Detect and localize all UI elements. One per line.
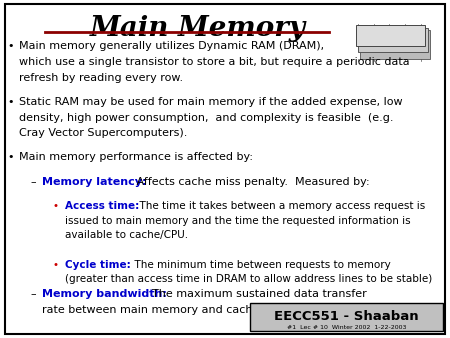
Text: The time it takes between a memory access request is: The time it takes between a memory acces… <box>133 201 426 211</box>
Text: #1  Lec # 10  Winter 2002  1-22-2003: #1 Lec # 10 Winter 2002 1-22-2003 <box>287 325 406 330</box>
Text: •: • <box>7 97 14 107</box>
Text: Access time:: Access time: <box>65 201 140 211</box>
Text: •: • <box>7 41 14 51</box>
Text: refresh by reading every row.: refresh by reading every row. <box>19 73 183 83</box>
FancyBboxPatch shape <box>360 30 430 59</box>
Text: •: • <box>7 152 14 162</box>
Text: –: – <box>31 289 36 299</box>
Text: (greater than access time in DRAM to allow address lines to be stable): (greater than access time in DRAM to all… <box>65 274 432 284</box>
Text: available to cache/CPU.: available to cache/CPU. <box>65 230 189 240</box>
Text: Affects cache miss penalty.  Measured by:: Affects cache miss penalty. Measured by: <box>133 177 369 187</box>
FancyBboxPatch shape <box>358 28 427 52</box>
Text: Memory bandwidth:: Memory bandwidth: <box>42 289 166 299</box>
Text: Memory latency:: Memory latency: <box>42 177 146 187</box>
FancyBboxPatch shape <box>5 4 445 334</box>
Text: issued to main memory and the time the requested information is: issued to main memory and the time the r… <box>65 216 411 226</box>
FancyBboxPatch shape <box>356 25 425 46</box>
Text: Main memory performance is affected by:: Main memory performance is affected by: <box>19 152 253 162</box>
Text: density, high power consumption,  and complexity is feasible  (e.g.: density, high power consumption, and com… <box>19 113 393 123</box>
Text: Cycle time:: Cycle time: <box>65 260 131 270</box>
Text: EECC551 - Shaaban: EECC551 - Shaaban <box>274 310 419 323</box>
Text: rate between main memory and cache/CPU.: rate between main memory and cache/CPU. <box>42 305 289 315</box>
Text: The minimum time between requests to memory: The minimum time between requests to mem… <box>128 260 390 270</box>
Text: Static RAM may be used for main memory if the added expense, low: Static RAM may be used for main memory i… <box>19 97 402 107</box>
Text: Main Memory: Main Memory <box>90 15 306 42</box>
Text: which use a single transistor to store a bit, but require a periodic data: which use a single transistor to store a… <box>19 57 410 67</box>
Text: Main memory generally utilizes Dynamic RAM (DRAM),: Main memory generally utilizes Dynamic R… <box>19 41 324 51</box>
FancyBboxPatch shape <box>250 303 443 331</box>
Text: The maximum sustained data transfer: The maximum sustained data transfer <box>144 289 366 299</box>
Text: –: – <box>31 177 36 187</box>
Text: Cray Vector Supercomputers).: Cray Vector Supercomputers). <box>19 128 187 139</box>
Text: •: • <box>53 201 59 211</box>
Text: •: • <box>53 260 59 270</box>
